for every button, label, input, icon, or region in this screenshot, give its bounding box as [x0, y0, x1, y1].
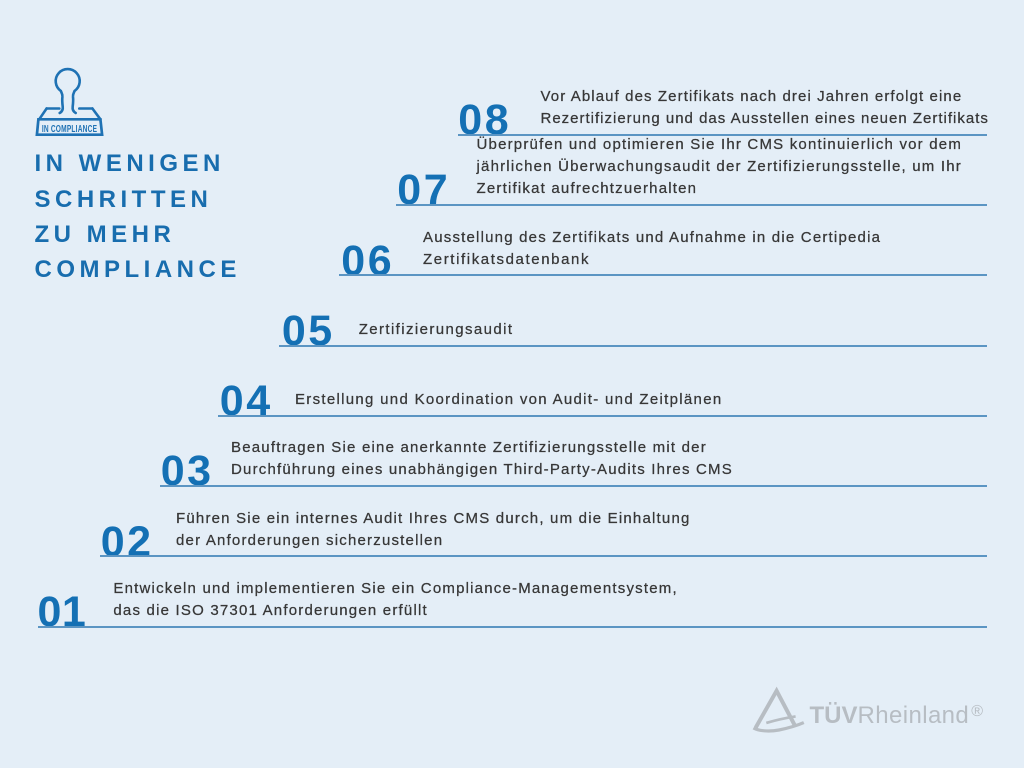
- svg-text:IN COMPLIANCE: IN COMPLIANCE: [42, 122, 97, 134]
